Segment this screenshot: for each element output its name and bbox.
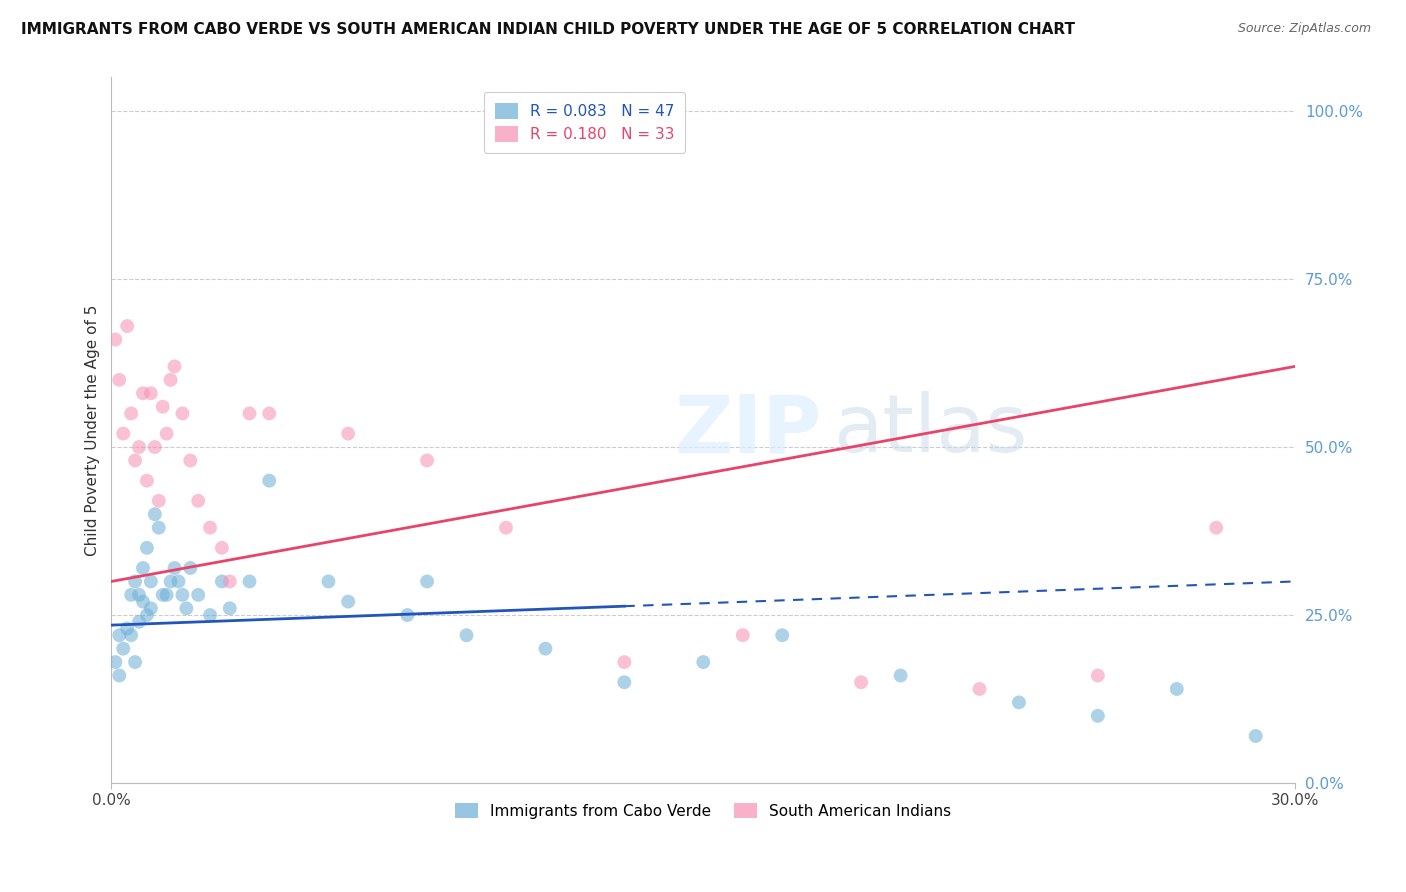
Point (1244, 729, 1267, 743)
Point (613, 675, 636, 690)
Point (148, 493, 170, 508)
Point (108, 628, 131, 642)
Point (156, 426, 179, 441)
Point (969, 681, 991, 696)
Point (120, 406, 142, 420)
Point (849, 675, 872, 690)
Point (159, 373, 181, 387)
Point (198, 521, 221, 535)
Point (104, 333, 127, 347)
Point (124, 453, 146, 467)
Point (132, 386, 155, 401)
Point (1166, 681, 1188, 696)
Text: IMMIGRANTS FROM CABO VERDE VS SOUTH AMERICAN INDIAN CHILD POVERTY UNDER THE AGE : IMMIGRANTS FROM CABO VERDE VS SOUTH AMER… (21, 22, 1076, 37)
Point (495, 521, 517, 535)
Point (124, 655, 146, 669)
Point (238, 574, 260, 589)
Point (416, 453, 439, 467)
Point (396, 608, 419, 623)
Point (108, 373, 131, 387)
Point (770, 628, 793, 642)
Point (416, 574, 439, 589)
Point (187, 493, 209, 508)
Point (163, 561, 186, 575)
Point (534, 641, 557, 656)
Point (148, 521, 170, 535)
Point (218, 601, 240, 615)
Point (135, 608, 157, 623)
Point (104, 655, 127, 669)
Point (1087, 668, 1109, 682)
Point (128, 440, 150, 454)
Point (152, 400, 174, 414)
Point (108, 668, 131, 682)
Point (179, 453, 201, 467)
Point (238, 406, 260, 420)
Point (692, 655, 714, 669)
Point (124, 574, 146, 589)
Point (167, 574, 190, 589)
Point (132, 561, 155, 575)
Point (613, 655, 636, 669)
Point (139, 386, 162, 401)
Point (179, 561, 201, 575)
Point (211, 574, 233, 589)
Point (143, 508, 166, 522)
Point (456, 628, 478, 642)
Point (318, 574, 340, 589)
Point (128, 615, 150, 629)
Point (1087, 709, 1109, 723)
Point (159, 574, 181, 589)
Text: atlas: atlas (834, 392, 1028, 469)
Point (163, 359, 186, 374)
Text: Source: ZipAtlas.com: Source: ZipAtlas.com (1237, 22, 1371, 36)
Point (139, 601, 162, 615)
Point (152, 588, 174, 602)
Point (135, 541, 157, 555)
Point (132, 594, 155, 608)
Point (257, 406, 280, 420)
Point (172, 588, 194, 602)
Point (1008, 695, 1031, 709)
Point (187, 588, 209, 602)
Text: ZIP: ZIP (675, 392, 821, 469)
Point (139, 574, 162, 589)
Point (337, 594, 360, 608)
Point (211, 541, 233, 555)
Y-axis label: Child Poverty Under the Age of 5: Child Poverty Under the Age of 5 (86, 304, 100, 556)
Point (176, 601, 198, 615)
Point (218, 574, 240, 589)
Point (128, 588, 150, 602)
Point (120, 588, 142, 602)
Point (1205, 521, 1227, 535)
Point (112, 641, 135, 656)
Point (115, 319, 138, 334)
Point (156, 588, 179, 602)
Point (198, 608, 221, 623)
Legend: Immigrants from Cabo Verde, South American Indians: Immigrants from Cabo Verde, South Americ… (449, 797, 957, 825)
Point (143, 440, 166, 454)
Point (115, 622, 138, 636)
Point (257, 474, 280, 488)
Point (135, 474, 157, 488)
Point (890, 668, 912, 682)
Point (731, 628, 754, 642)
Point (172, 406, 194, 420)
Point (112, 426, 135, 441)
Point (337, 426, 360, 441)
Point (120, 628, 142, 642)
